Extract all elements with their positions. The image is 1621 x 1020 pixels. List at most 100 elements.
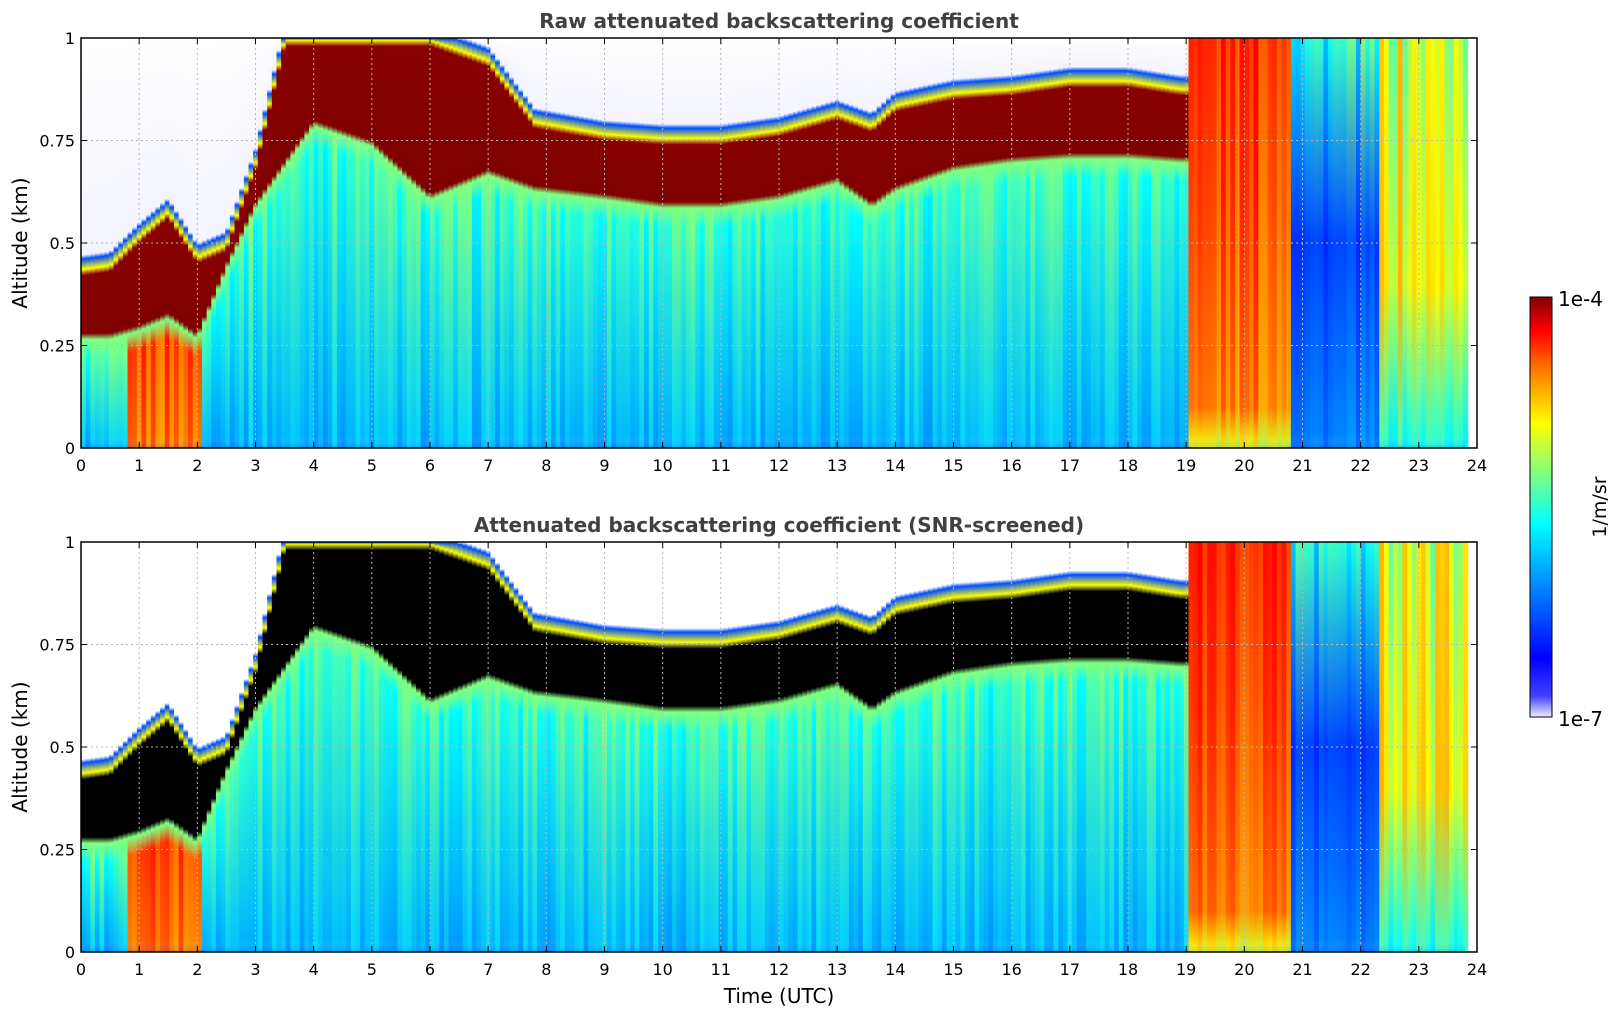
heatmap-column: [1086, 542, 1092, 952]
y-tick-label: 0: [65, 439, 75, 458]
x-tick-label: 3: [250, 456, 260, 475]
x-axis: 0 1 2 3 4 5 6 7 8 9 10 11 12 13 14 15 16 17 18 19 20 21 22 23 24: [76, 38, 1487, 475]
heatmap-column: [1007, 38, 1013, 448]
heatmap-column: [997, 542, 1003, 952]
heatmap-column: [1286, 542, 1292, 952]
heatmap-column: [122, 38, 129, 448]
x-tick-label: 8: [541, 456, 551, 475]
heatmap-column: [201, 38, 208, 448]
heatmap-column: [85, 38, 91, 448]
heatmap-column: [467, 38, 473, 448]
heatmap-column: [727, 38, 734, 448]
heatmap-column: [1160, 38, 1166, 448]
heatmap-column: [262, 542, 268, 952]
x-tick-label: 7: [483, 960, 493, 979]
heatmap-column: [150, 38, 157, 448]
heatmap-column: [402, 38, 408, 448]
heatmap-column: [1337, 542, 1343, 952]
heatmap-column: [1202, 542, 1208, 952]
heatmap-column: [806, 542, 813, 952]
heatmap-column: [1151, 38, 1157, 448]
heatmap-column: [1332, 542, 1338, 952]
heatmap-column: [1020, 542, 1027, 952]
colorbar: 1e-4 1e-7 1/m/sr: [1529, 287, 1611, 731]
heatmap-column: [941, 38, 948, 448]
heatmap-column: [1095, 542, 1101, 952]
heatmap-column: [890, 542, 896, 952]
x-tick-label: 11: [711, 960, 731, 979]
x-tick-label: 23: [1409, 960, 1429, 979]
heatmap-column: [146, 38, 152, 448]
heatmap-column: [327, 38, 333, 448]
heatmap-column: [737, 38, 743, 448]
heatmap-column: [118, 38, 124, 448]
heatmap-column: [690, 542, 696, 952]
heatmap-column: [676, 542, 682, 952]
x-tick-label: 17: [1060, 456, 1080, 475]
heatmap-column: [1332, 38, 1338, 448]
heatmap-column: [350, 542, 357, 952]
heatmap-column: [1267, 38, 1273, 448]
x-axis: 0 1 2 3 4 5 6 7 8 9 10 11 12 13 14 15 16 17 18 19 20 21 22 23 24: [76, 542, 1487, 979]
heatmap-column: [1160, 542, 1166, 952]
x-tick-label: 19: [1176, 456, 1196, 475]
y-tick-label: 0.75: [39, 636, 75, 655]
heatmap-column: [490, 542, 496, 952]
heatmap-column: [788, 38, 794, 448]
heatmap-column: [597, 542, 603, 952]
heatmap-column: [537, 542, 543, 952]
heatmap-image: [81, 38, 1469, 448]
heatmap-column: [1276, 542, 1283, 952]
x-tick-label: 5: [367, 456, 377, 475]
panel-title: Raw attenuated backscattering coefficien…: [539, 9, 1019, 33]
heatmap-column: [611, 38, 617, 448]
x-tick-label: 0: [76, 456, 86, 475]
y-tick-label: 0.25: [39, 337, 75, 356]
heatmap-column: [588, 38, 594, 448]
heatmap-column: [1058, 38, 1064, 448]
heatmap-column: [420, 542, 426, 952]
heatmap-column: [625, 542, 631, 952]
x-tick-label: 10: [652, 456, 672, 475]
heatmap-column: [681, 542, 687, 952]
heatmap-column: [1095, 38, 1101, 448]
heatmap-column: [546, 38, 552, 448]
heatmap-column: [667, 542, 673, 952]
grid-lines: [81, 38, 1477, 448]
heatmap-column: [1072, 542, 1078, 952]
x-tick-label: 13: [827, 960, 847, 979]
heatmap-column: [862, 542, 869, 952]
heatmap-column: [285, 38, 291, 448]
heatmap-column: [341, 38, 347, 448]
heatmap-column: [1207, 38, 1213, 448]
x-tick-label: 15: [943, 960, 963, 979]
heatmap-column: [1141, 542, 1148, 952]
x-tick-label: 4: [309, 960, 319, 979]
heatmap-column: [923, 38, 929, 448]
y-tick-label: 0: [65, 943, 75, 962]
heatmap-column: [867, 542, 873, 952]
heatmap-column: [620, 542, 627, 952]
y-tick-label: 0.5: [50, 234, 75, 253]
heatmap-column: [811, 542, 817, 952]
heatmap-column: [327, 542, 333, 952]
heatmap-column: [858, 542, 864, 952]
heatmap-column: [1342, 542, 1348, 952]
heatmap-column: [1272, 542, 1278, 952]
heatmap-column: [811, 38, 817, 448]
heatmap-column: [1430, 542, 1436, 952]
x-tick-label: 9: [599, 456, 609, 475]
heatmap-column: [462, 38, 468, 448]
heatmap-column: [1123, 542, 1129, 952]
heatmap-column: [1258, 38, 1264, 448]
heatmap-column: [141, 542, 147, 952]
heatmap-column: [523, 542, 529, 952]
heatmap-column: [658, 38, 664, 448]
heatmap-column: [155, 38, 161, 448]
heatmap-column: [532, 542, 538, 952]
heatmap-column: [955, 542, 962, 952]
heatmap-column: [606, 38, 613, 448]
heatmap-column: [341, 542, 347, 952]
heatmap-column: [732, 542, 738, 952]
